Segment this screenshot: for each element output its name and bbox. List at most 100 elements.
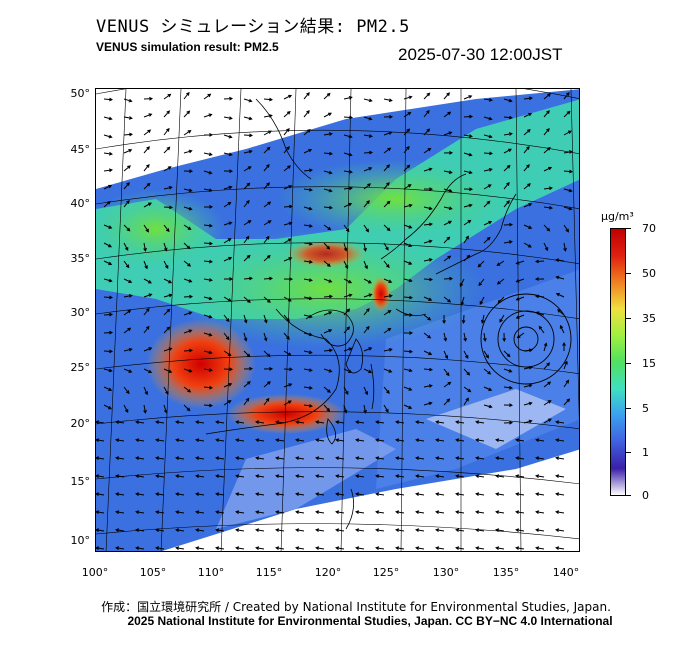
wind-arrow xyxy=(563,91,570,100)
wind-arrow xyxy=(563,398,571,406)
wind-arrow xyxy=(315,492,325,497)
wind-arrow xyxy=(163,166,172,172)
wind-arrow xyxy=(403,224,413,229)
wind-arrow xyxy=(96,474,105,479)
wind-arrow xyxy=(103,330,114,335)
wind-arrow xyxy=(303,260,313,264)
wind-arrow xyxy=(355,456,365,461)
wind-arrow xyxy=(295,492,305,497)
wind-arrow xyxy=(403,203,413,208)
wind-arrow xyxy=(263,350,271,358)
wind-arrow xyxy=(235,456,245,461)
wind-arrow xyxy=(343,95,353,100)
wind-arrow xyxy=(143,347,153,352)
wind-arrow xyxy=(263,296,271,303)
wind-arrow xyxy=(123,327,132,334)
wind-arrow xyxy=(295,546,305,551)
wind-arrow xyxy=(459,278,465,288)
wind-arrow xyxy=(235,438,245,443)
wind-arrow xyxy=(143,260,148,270)
wind-arrow xyxy=(143,96,154,101)
wind-arrow xyxy=(343,134,353,139)
wind-arrow xyxy=(323,329,333,334)
wind-arrow xyxy=(183,149,193,154)
wind-arrow xyxy=(423,128,431,136)
wind-arrow xyxy=(363,183,372,190)
wind-arrow xyxy=(455,474,465,479)
wind-arrow xyxy=(443,188,453,193)
wind-arrow xyxy=(523,401,533,406)
colorbar-tick-label: 1 xyxy=(642,446,649,459)
colorbar-tick-label: 5 xyxy=(642,402,649,415)
wind-arrow xyxy=(315,528,325,533)
wind-arrow xyxy=(375,492,385,497)
wind-arrow xyxy=(275,546,285,551)
wind-arrow xyxy=(363,224,370,233)
wind-arrow xyxy=(183,348,194,353)
wind-arrow xyxy=(495,510,505,515)
wind-arrow xyxy=(503,200,510,208)
colorbar-tick-label: 50 xyxy=(642,267,656,280)
wind-arrow xyxy=(461,314,466,325)
colorbar-tick-label: 0 xyxy=(642,489,649,502)
wind-arrow xyxy=(555,258,565,262)
wind-arrow xyxy=(323,368,333,373)
wind-arrow xyxy=(255,492,265,497)
wind-arrow xyxy=(383,181,390,190)
wind-arrow xyxy=(559,324,565,334)
wind-arrow xyxy=(555,546,565,551)
lon-tick-label: 140° xyxy=(552,566,580,579)
wind-arrow xyxy=(355,438,365,443)
wind-arrow xyxy=(463,397,469,406)
wind-arrow xyxy=(383,327,392,334)
wind-arrow xyxy=(143,182,151,190)
wind-arrow xyxy=(415,546,425,551)
wind-arrow xyxy=(143,404,147,414)
wind-arrow xyxy=(263,366,274,371)
wind-arrow xyxy=(115,474,125,479)
wind-arrow xyxy=(243,314,248,324)
wind-arrow xyxy=(323,170,333,175)
colorbar-tickmark xyxy=(626,495,631,496)
wind-arrow xyxy=(135,438,145,443)
wind-arrow xyxy=(235,546,245,551)
wind-arrow xyxy=(283,165,291,172)
wind-arrow xyxy=(363,150,374,155)
wind-arrow xyxy=(515,528,525,533)
wind-arrow xyxy=(183,311,193,316)
wind-arrow xyxy=(335,492,345,497)
wind-arrow xyxy=(516,332,525,339)
wind-arrow xyxy=(463,386,472,393)
wind-arrow xyxy=(523,383,533,388)
wind-arrow xyxy=(223,350,232,356)
wind-arrow xyxy=(275,510,285,515)
wind-arrow xyxy=(395,546,405,551)
wind-arrow xyxy=(475,492,485,497)
wind-arrow xyxy=(423,296,433,301)
wind-arrow xyxy=(243,332,248,342)
wind-arrow xyxy=(163,110,171,118)
wind-arrow xyxy=(463,170,473,175)
wind-arrow xyxy=(555,456,565,461)
wind-arrow xyxy=(155,456,165,461)
wind-arrow xyxy=(463,350,469,359)
wind-arrow xyxy=(223,116,233,120)
wind-arrow xyxy=(103,97,114,102)
wind-arrow xyxy=(543,205,553,210)
wind-arrow xyxy=(415,492,425,497)
wind-arrow xyxy=(363,325,370,334)
wind-arrow xyxy=(423,350,433,356)
wind-arrow xyxy=(223,314,230,323)
wind-arrow xyxy=(123,368,133,373)
wind-arrow xyxy=(143,293,153,298)
wind-arrow xyxy=(435,528,445,533)
wind-arrow xyxy=(175,528,185,533)
wind-arrow xyxy=(163,404,168,414)
wind-arrow xyxy=(475,510,485,515)
wind-arrow xyxy=(403,368,413,373)
wind-arrow xyxy=(475,438,485,443)
wind-arrow xyxy=(495,546,505,551)
wind-arrow xyxy=(283,146,290,154)
wind-arrow xyxy=(123,200,130,208)
wind-arrow xyxy=(263,146,271,154)
